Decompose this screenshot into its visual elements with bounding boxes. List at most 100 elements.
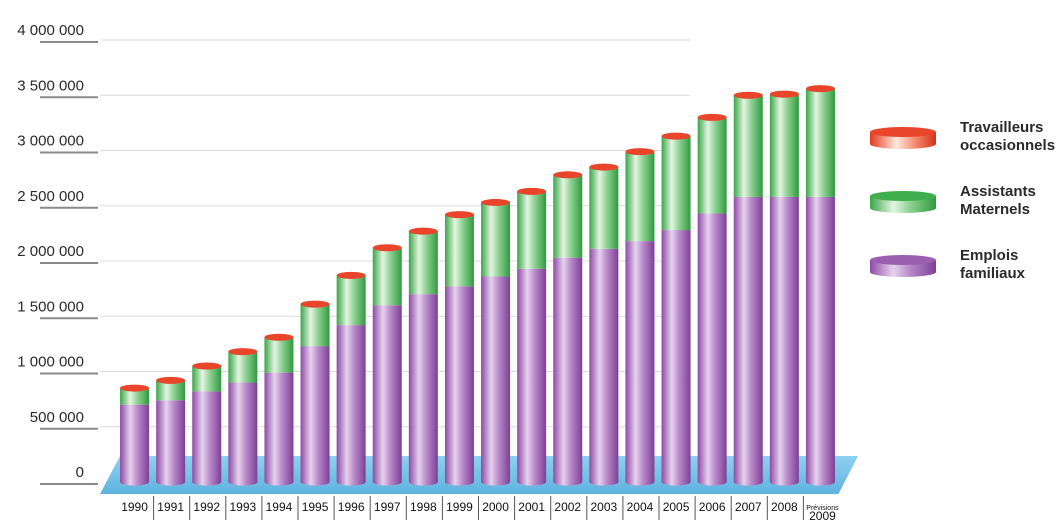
bar-segment <box>336 325 366 482</box>
bar-cap <box>264 333 294 341</box>
bar-segment <box>481 276 511 482</box>
bar-segment <box>661 136 691 231</box>
bar-segment <box>408 231 438 295</box>
bar-segment <box>444 214 474 287</box>
bar-cap <box>408 227 438 235</box>
y-tick-label: 500 000 <box>30 409 84 426</box>
bar-base <box>228 478 258 486</box>
bar-base <box>192 478 222 486</box>
bar-segment <box>336 275 366 326</box>
bar-cap <box>300 300 330 308</box>
bar-2007 <box>733 91 763 486</box>
y-tick-label: 1 000 000 <box>17 354 84 371</box>
bar-segment <box>156 400 186 482</box>
bar-base <box>517 478 547 486</box>
x-tick-label: 2004 <box>627 500 654 514</box>
x-tick-label: 2008 <box>771 500 798 514</box>
bar-cap <box>444 211 474 219</box>
bar-segment <box>661 230 691 482</box>
x-tick-label: 1992 <box>193 500 220 514</box>
x-tick-label: Prévisions <box>806 505 839 512</box>
y-axis: 0 500 000 1 000 000 1 500 000 2 000 000 2 500… <box>17 22 98 485</box>
x-tick-label: 2000 <box>482 500 509 514</box>
bar-1991 <box>156 376 186 486</box>
bar-base <box>444 478 474 486</box>
bar-segment <box>805 88 835 197</box>
bar-segment <box>553 257 583 482</box>
x-tick-label: 1998 <box>410 500 437 514</box>
bar-cap <box>553 171 583 179</box>
bar-segment <box>481 202 511 277</box>
bar-2000 <box>481 198 511 486</box>
bar-base <box>264 478 294 486</box>
bar-1999 <box>444 211 474 486</box>
bar-segment <box>517 268 547 482</box>
x-tick-label: 1996 <box>338 500 365 514</box>
bar-segment <box>300 346 330 482</box>
bar-base <box>120 478 150 486</box>
bar-cap <box>589 163 619 171</box>
bar-2006 <box>697 113 727 486</box>
y-tick-label: 3 000 000 <box>17 133 84 150</box>
bar-segment <box>228 351 258 383</box>
bar-prévisions-2009 <box>805 85 835 486</box>
bar-cap <box>192 362 222 370</box>
x-tick-label: 1990 <box>121 500 148 514</box>
bar-segment <box>553 174 583 258</box>
x-tick-label: 1997 <box>374 500 401 514</box>
bar-segment <box>120 404 150 482</box>
bar-1996 <box>336 271 366 486</box>
bar-segment <box>444 286 474 482</box>
bar-segment <box>733 196 763 482</box>
bar-segment <box>264 372 294 482</box>
bar-segment <box>192 365 222 392</box>
legend-swatch-base <box>870 203 936 213</box>
x-tick-label: 1999 <box>446 500 473 514</box>
bar-base <box>372 478 402 486</box>
bar-cap <box>625 148 655 156</box>
bar-segment <box>733 95 763 197</box>
legend-label: Travailleurs <box>960 119 1043 136</box>
bar-base <box>697 478 727 486</box>
bar-base <box>589 478 619 486</box>
y-tick-label: 2 500 000 <box>17 188 84 205</box>
legend-label: familiaux <box>960 265 1026 282</box>
x-tick-label: 2007 <box>735 500 762 514</box>
bar-1995 <box>300 300 330 486</box>
x-tick-label: 2009 <box>809 509 836 520</box>
y-tick-label: 4 000 000 <box>17 22 84 39</box>
bar-base <box>805 478 835 486</box>
bar-segment <box>372 305 402 482</box>
bar-segment <box>372 247 402 306</box>
bar-segment <box>264 337 294 373</box>
x-tick-label: 2001 <box>518 500 545 514</box>
y-tick-label: 3 500 000 <box>17 77 84 94</box>
bar-segment <box>625 151 655 242</box>
bar-1994 <box>264 333 294 486</box>
bar-base <box>553 478 583 486</box>
legend-label: Emplois <box>960 247 1018 264</box>
bar-2008 <box>769 90 799 486</box>
bar-cap <box>228 348 258 356</box>
bar-segment <box>300 304 330 347</box>
bar-segment <box>697 213 727 483</box>
bar-base <box>769 478 799 486</box>
bar-base <box>481 478 511 486</box>
bar-1998 <box>408 227 438 486</box>
legend-swatch-top <box>870 127 936 137</box>
x-tick-label: 1995 <box>302 500 329 514</box>
bar-1990 <box>120 384 150 486</box>
bar-base <box>408 478 438 486</box>
bar-segment <box>228 382 258 482</box>
bar-segment <box>156 380 186 401</box>
legend-swatch-base <box>870 267 936 277</box>
bar-cap <box>372 244 402 252</box>
bar-base <box>625 478 655 486</box>
bar-segment <box>769 94 799 197</box>
bar-base <box>336 478 366 486</box>
y-tick-label: 1 500 000 <box>17 298 84 315</box>
bar-cap <box>336 271 366 279</box>
bar-segment <box>589 167 619 249</box>
